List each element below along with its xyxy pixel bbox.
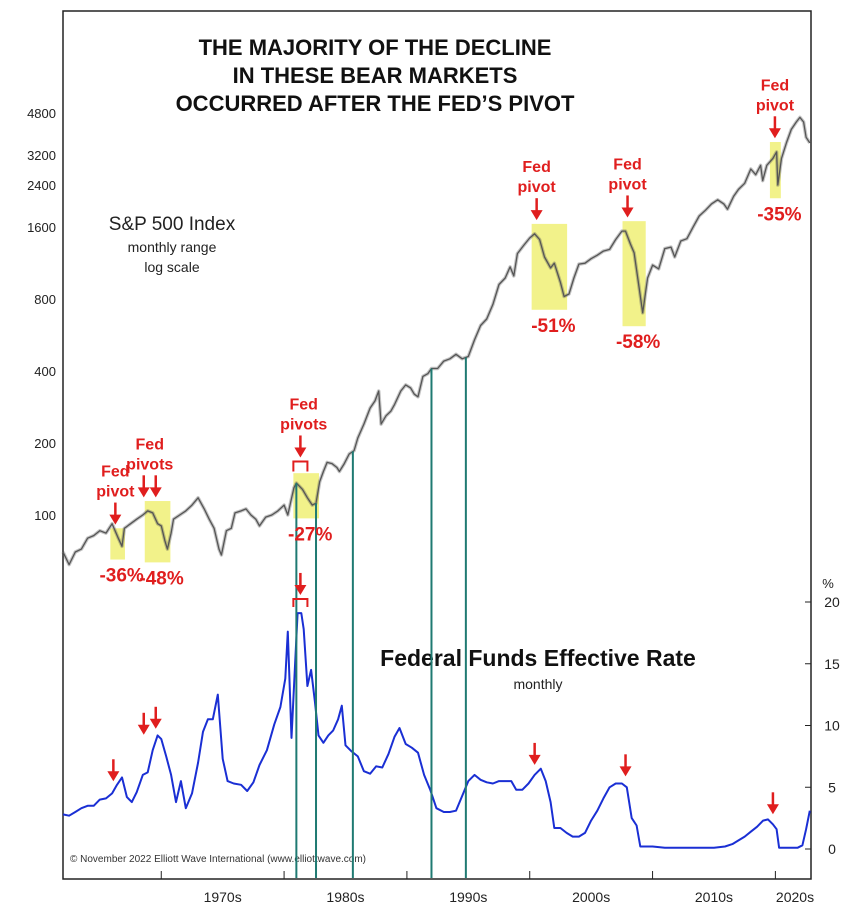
fed-pivot-arrow — [619, 766, 632, 777]
pivot-label-line-1: Fed — [761, 77, 789, 94]
pivot-label-line-1: Fed — [290, 396, 318, 413]
pivot-arrow — [137, 487, 150, 498]
x-tick-label: 1970s — [204, 889, 242, 905]
spx-sublabel-monthly-range: monthly range — [128, 239, 217, 255]
fed-sublabel-monthly: monthly — [513, 676, 562, 692]
pivot-label-line-2: pivot — [608, 176, 647, 193]
fed-series-label: Federal Funds Effective Rate — [380, 645, 696, 671]
pivot-decline-label: -35% — [757, 204, 801, 225]
x-tick-label: 2010s — [695, 889, 733, 905]
chart-title-line-1: THE MAJORITY OF THE DECLINE — [199, 35, 552, 60]
pivot-label-line-1: Fed — [101, 464, 129, 481]
pivot-label-line-2: pivot — [518, 179, 557, 196]
fed-y-tick-label: 15 — [824, 656, 840, 672]
bear-market-highlight — [769, 142, 781, 199]
fed-y-tick-label: 5 — [828, 779, 836, 795]
fed-pivot-arrow — [528, 754, 541, 765]
spx-y-tick-label: 400 — [34, 364, 56, 379]
pivot-bracket — [292, 460, 309, 472]
fed-pivot-arrow — [766, 804, 779, 815]
x-tick-label: 2000s — [572, 889, 610, 905]
pivot-decline-label: -48% — [139, 568, 183, 589]
spx-y-tick-label: 2400 — [27, 178, 56, 193]
copyright-note: © November 2022 Elliott Wave Internation… — [70, 854, 366, 865]
pivot-label-line-1: Fed — [136, 436, 164, 453]
pivot-label-line-2: pivot — [756, 97, 795, 114]
fed-y-tick-label: 20 — [824, 594, 840, 610]
pivot-arrow — [109, 514, 122, 525]
pivot-arrow — [149, 487, 162, 498]
pivot-label-line-2: pivots — [280, 416, 327, 433]
chart-title-line-3: OCCURRED AFTER THE FED’S PIVOT — [176, 91, 575, 116]
spx-y-tick-label: 3200 — [27, 148, 56, 163]
fed-axis-unit: % — [822, 576, 834, 591]
chart-title-line-2: IN THESE BEAR MARKETS — [233, 63, 518, 88]
spx-y-tick-label: 200 — [34, 436, 56, 451]
spx-series-label: S&P 500 Index — [109, 214, 236, 235]
x-tick-label: 1980s — [326, 889, 364, 905]
fed-funds-line — [62, 612, 811, 849]
pivot-decline-label: -27% — [288, 524, 332, 545]
pivot-arrow — [768, 128, 781, 139]
spx-line — [62, 116, 811, 566]
pivot-arrow — [294, 447, 307, 458]
pivot-arrow — [530, 210, 543, 221]
pivot-label-line-1: Fed — [613, 156, 641, 173]
pivot-arrow — [621, 207, 634, 218]
x-tick-label: 1990s — [449, 889, 487, 905]
bear-market-highlight — [622, 221, 646, 327]
fed-pivot-bracket — [292, 597, 309, 607]
pivot-decline-label: -51% — [531, 316, 575, 337]
pivot-label-line-2: pivots — [126, 456, 173, 473]
plot-border — [62, 10, 812, 880]
pivot-decline-label: -58% — [616, 332, 660, 353]
fed-pivot-arrow — [107, 771, 120, 782]
fed-pivot-arrow — [137, 724, 150, 735]
fed-pivot-arrow — [294, 584, 307, 595]
pivot-label-line-2: pivot — [96, 484, 135, 501]
x-tick-label: 2020s — [776, 889, 814, 905]
spx-sublabel-log-scale: log scale — [144, 259, 199, 275]
spx-y-tick-label: 800 — [34, 292, 56, 307]
fed-y-tick-label: 0 — [828, 841, 836, 857]
spx-y-tick-label: 4800 — [27, 106, 56, 121]
fed-pivot-arrow — [149, 718, 162, 729]
bear-market-highlight — [110, 528, 125, 560]
pivot-label-line-1: Fed — [522, 159, 550, 176]
spx-y-tick-label: 1600 — [27, 220, 56, 235]
pivot-decline-label: -36% — [99, 566, 143, 587]
spx-y-tick-label: 100 — [34, 508, 56, 523]
fed-y-tick-label: 10 — [824, 718, 840, 734]
